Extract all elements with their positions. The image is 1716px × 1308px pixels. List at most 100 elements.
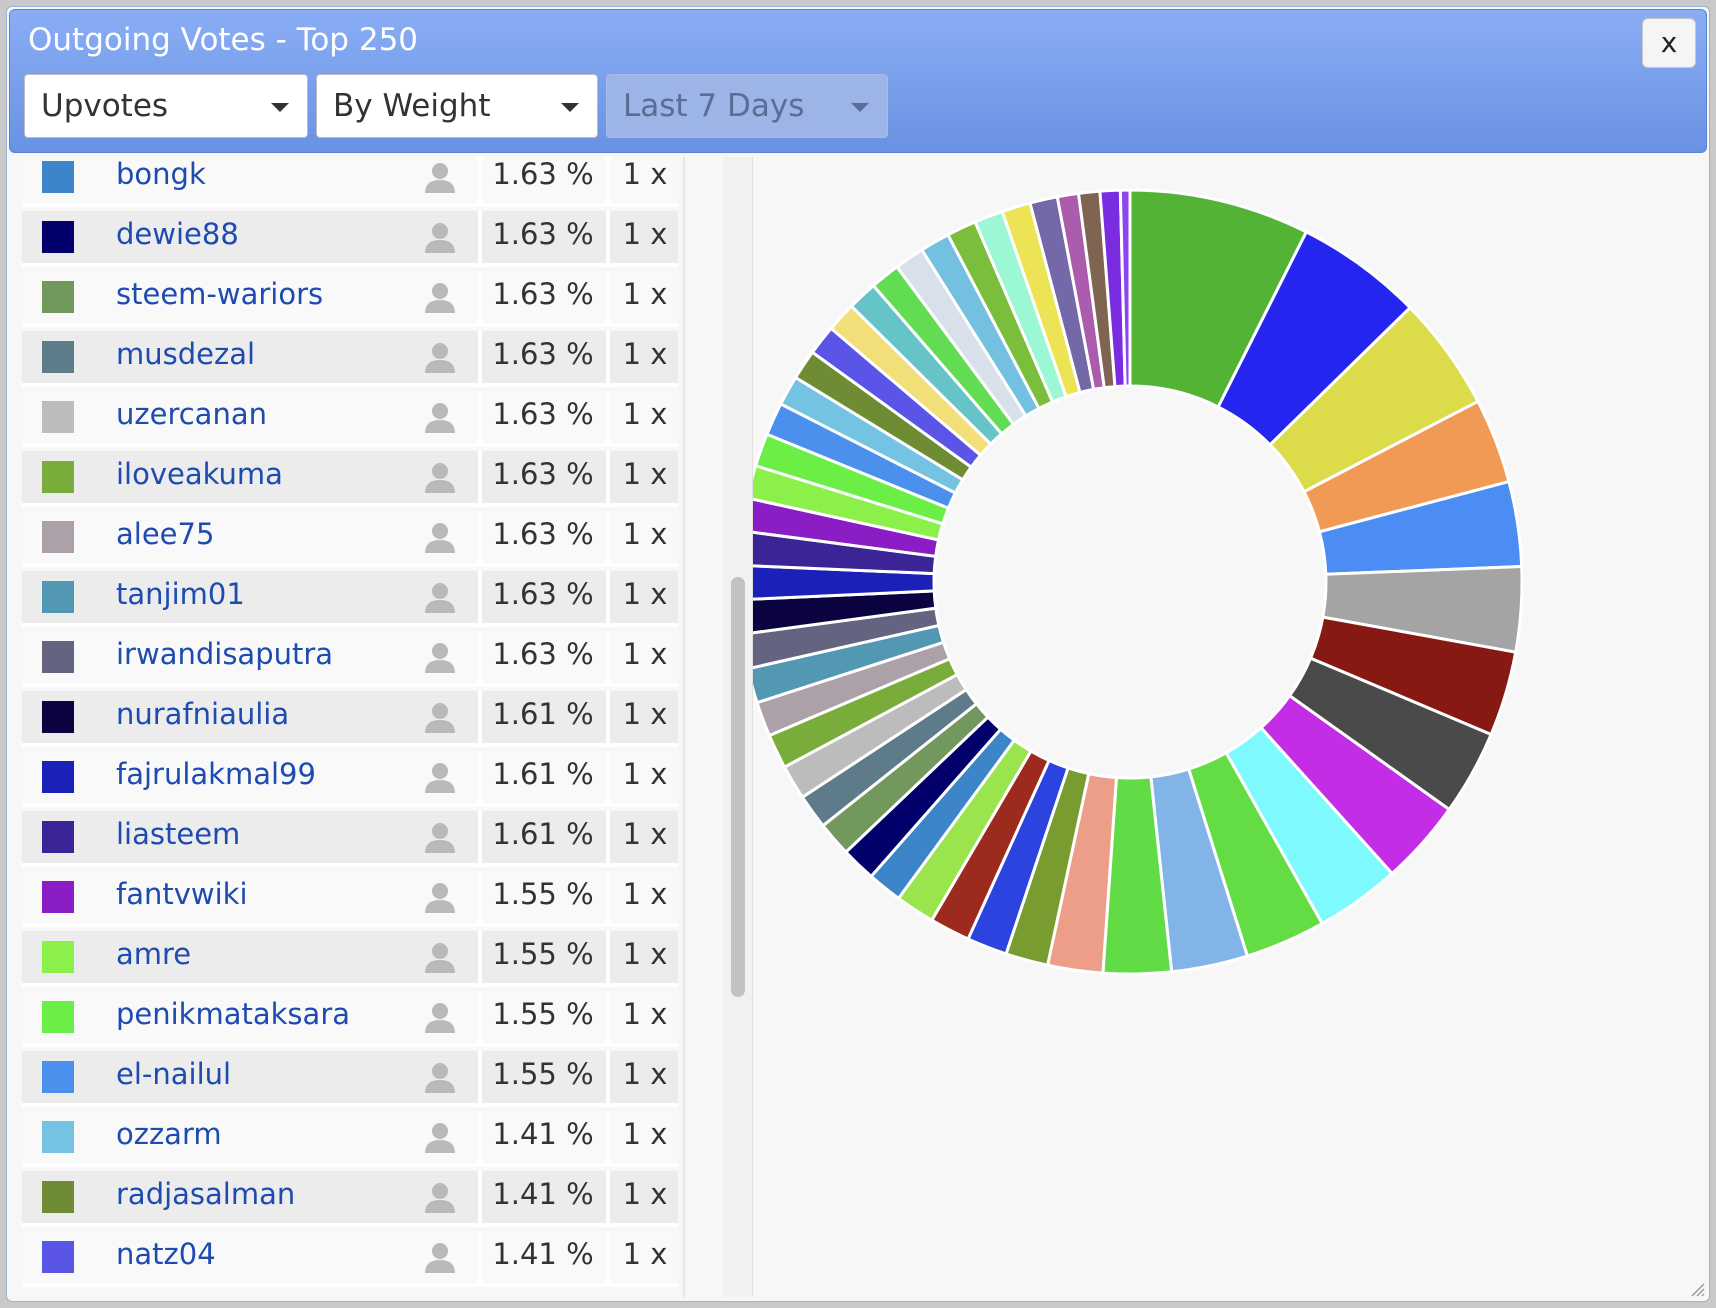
cell-divider <box>478 751 482 807</box>
vote-percent: 1.61 % <box>492 817 594 851</box>
votes-donut-chart <box>736 157 1709 1297</box>
vote-count: 1 x <box>622 757 668 791</box>
chevron-down-icon <box>271 103 289 112</box>
user-icon[interactable] <box>422 1059 458 1095</box>
cell-divider <box>606 571 610 627</box>
voter-name-link[interactable]: fajrulakmal99 <box>116 757 316 791</box>
voter-name-link[interactable]: dewie88 <box>116 217 239 251</box>
color-swatch <box>42 1241 74 1273</box>
list-item: alee75 1.63 % 1 x <box>22 511 678 567</box>
dialog-title: Outgoing Votes - Top 250 <box>28 22 419 58</box>
user-icon[interactable] <box>422 159 458 195</box>
user-icon[interactable] <box>422 819 458 855</box>
cell-divider <box>606 931 610 987</box>
vote-type-select[interactable]: Upvotes <box>24 74 308 138</box>
cell-divider <box>478 691 482 747</box>
voter-name-link[interactable]: alee75 <box>116 517 215 551</box>
donut-slice-49[interactable] <box>1118 188 1132 388</box>
user-icon[interactable] <box>422 399 458 435</box>
voter-name-link[interactable]: ozzarm <box>116 1117 222 1151</box>
color-swatch <box>42 701 74 733</box>
user-icon[interactable] <box>422 339 458 375</box>
color-swatch <box>42 581 74 613</box>
user-icon[interactable] <box>422 219 458 255</box>
voter-name-link[interactable]: steem-wariors <box>116 277 324 311</box>
cell-divider <box>478 811 482 867</box>
cell-divider <box>478 1231 482 1287</box>
user-icon[interactable] <box>422 699 458 735</box>
user-icon[interactable] <box>422 759 458 795</box>
voter-name-link[interactable]: uzercanan <box>116 397 267 431</box>
voter-name-link[interactable]: radjasalman <box>116 1177 296 1211</box>
sort-value: By Weight <box>333 88 491 124</box>
voter-name-link[interactable]: penikmataksara <box>116 997 351 1031</box>
cell-divider <box>478 271 482 327</box>
cell-divider <box>606 751 610 807</box>
vote-type-value: Upvotes <box>41 88 169 124</box>
list-item: bongk 1.63 % 1 x <box>22 157 678 207</box>
user-icon[interactable] <box>422 1239 458 1275</box>
user-icon[interactable] <box>422 459 458 495</box>
vote-count: 1 x <box>622 397 668 431</box>
user-icon[interactable] <box>422 939 458 975</box>
sort-select[interactable]: By Weight <box>316 74 598 138</box>
list-item: dewie88 1.63 % 1 x <box>22 211 678 267</box>
cell-divider <box>606 691 610 747</box>
user-icon[interactable] <box>422 999 458 1035</box>
cell-divider <box>606 511 610 567</box>
vote-count: 1 x <box>622 457 668 491</box>
vote-percent: 1.41 % <box>492 1117 594 1151</box>
voter-name-link[interactable]: natz04 <box>116 1237 216 1271</box>
voter-name-link[interactable]: nurafniaulia <box>116 697 290 731</box>
close-icon: x <box>1660 26 1678 59</box>
color-swatch <box>42 1121 74 1153</box>
vote-percent: 1.63 % <box>492 637 594 671</box>
voter-name-link[interactable]: bongk <box>116 157 206 191</box>
list-item: nurafniaulia 1.61 % 1 x <box>22 691 678 747</box>
vote-percent: 1.55 % <box>492 1057 594 1091</box>
vote-count: 1 x <box>622 517 668 551</box>
user-icon[interactable] <box>422 1119 458 1155</box>
voter-name-link[interactable]: tanjim01 <box>116 577 245 611</box>
vote-percent: 1.63 % <box>492 577 594 611</box>
voter-name-link[interactable]: musdezal <box>116 337 256 371</box>
list-item: irwandisaputra 1.63 % 1 x <box>22 631 678 687</box>
vote-count: 1 x <box>622 577 668 611</box>
user-icon[interactable] <box>422 579 458 615</box>
cell-divider <box>478 331 482 387</box>
user-icon[interactable] <box>422 519 458 555</box>
vote-percent: 1.63 % <box>492 457 594 491</box>
resize-grip-icon[interactable] <box>1689 1281 1705 1297</box>
cell-divider <box>478 391 482 447</box>
vote-count: 1 x <box>622 217 668 251</box>
vote-percent: 1.41 % <box>492 1237 594 1271</box>
voter-name-link[interactable]: irwandisaputra <box>116 637 334 671</box>
user-icon[interactable] <box>422 879 458 915</box>
chevron-down-icon <box>561 103 579 112</box>
color-swatch <box>42 461 74 493</box>
close-button[interactable]: x <box>1642 18 1696 68</box>
vote-count: 1 x <box>622 1177 668 1211</box>
cell-divider <box>478 871 482 927</box>
vote-count: 1 x <box>622 1237 668 1271</box>
votes-list: bongk 1.63 % 1 x dewie88 1.63 % 1 x steem-wari… <box>15 157 683 1297</box>
user-icon[interactable] <box>422 639 458 675</box>
user-icon[interactable] <box>422 279 458 315</box>
voter-name-link[interactable]: amre <box>116 937 192 971</box>
cell-divider <box>478 211 482 267</box>
vote-percent: 1.63 % <box>492 337 594 371</box>
list-item: el-nailul 1.55 % 1 x <box>22 1051 678 1107</box>
vote-count: 1 x <box>622 937 668 971</box>
voter-name-link[interactable]: iloveakuma <box>116 457 283 491</box>
voter-name-link[interactable]: liasteem <box>116 817 241 851</box>
cell-divider <box>478 511 482 567</box>
voter-name-link[interactable]: fantvwiki <box>116 877 248 911</box>
list-scrollbar[interactable] <box>723 157 753 1297</box>
user-icon[interactable] <box>422 1179 458 1215</box>
vote-count: 1 x <box>622 997 668 1031</box>
cell-divider <box>606 211 610 267</box>
scrollbar-thumb[interactable] <box>731 577 745 997</box>
vote-count: 1 x <box>622 277 668 311</box>
voter-name-link[interactable]: el-nailul <box>116 1057 232 1091</box>
cell-divider <box>478 451 482 507</box>
